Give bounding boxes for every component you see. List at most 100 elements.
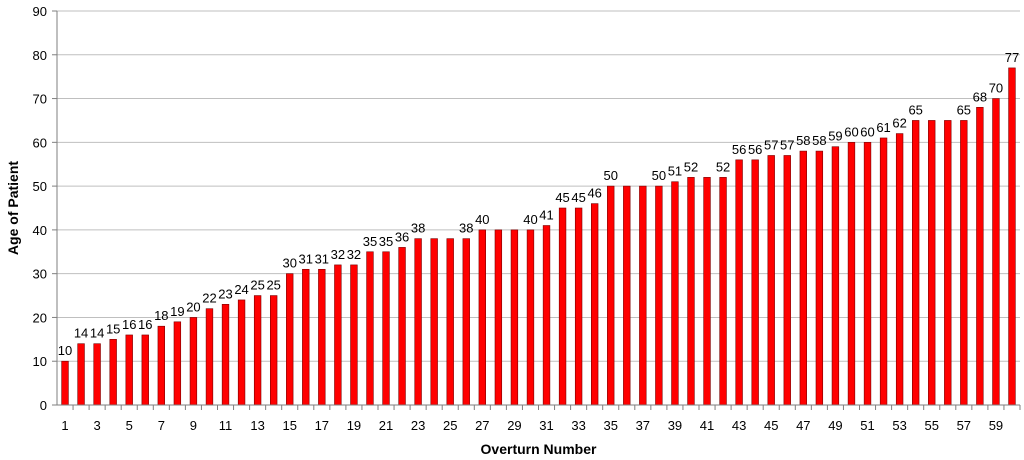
bar xyxy=(269,295,278,406)
data-label: 57 xyxy=(780,137,794,152)
x-tick-label: 3 xyxy=(94,418,101,433)
y-tick-label: 30 xyxy=(33,267,47,282)
data-label: 40 xyxy=(523,212,537,227)
data-label: 35 xyxy=(379,234,393,249)
bar xyxy=(655,185,663,406)
bar xyxy=(205,308,214,406)
data-label: 22 xyxy=(202,291,216,306)
bar xyxy=(61,360,69,406)
bar xyxy=(109,339,117,406)
y-tick-label: 20 xyxy=(33,310,47,325)
data-label: 41 xyxy=(539,208,553,223)
bar xyxy=(237,299,246,406)
bar xyxy=(623,185,631,406)
bar xyxy=(173,321,182,406)
bar xyxy=(607,185,615,406)
y-tick-label: 90 xyxy=(33,4,47,19)
y-tick-label: 10 xyxy=(33,354,47,369)
x-tick-label: 43 xyxy=(732,418,746,433)
data-label: 38 xyxy=(459,221,473,236)
data-label: 25 xyxy=(250,278,264,293)
data-label: 31 xyxy=(299,251,313,266)
bars xyxy=(61,67,1016,406)
x-tick-label: 35 xyxy=(603,418,617,433)
bar xyxy=(960,120,968,406)
x-tick-label: 51 xyxy=(860,418,874,433)
data-label: 46 xyxy=(587,186,601,201)
gridlines xyxy=(57,10,1020,362)
data-label: 61 xyxy=(876,120,890,135)
data-label: 32 xyxy=(347,247,361,262)
bar xyxy=(398,247,406,406)
x-tick-label: 1 xyxy=(61,418,68,433)
x-tick-label: 49 xyxy=(828,418,842,433)
data-label: 20 xyxy=(186,299,200,314)
data-label: 31 xyxy=(315,251,329,266)
data-label: 59 xyxy=(828,129,842,144)
bar xyxy=(157,325,165,406)
x-tick-label: 39 xyxy=(668,418,682,433)
bar xyxy=(414,238,422,406)
bar xyxy=(510,229,519,406)
bar xyxy=(639,185,647,406)
bar xyxy=(350,264,358,406)
data-label: 10 xyxy=(58,343,72,358)
bar xyxy=(462,238,470,406)
bar xyxy=(253,295,262,406)
data-label: 15 xyxy=(106,321,120,336)
x-tick-label: 55 xyxy=(924,418,938,433)
bar xyxy=(93,343,101,406)
bar xyxy=(318,268,326,406)
data-label: 35 xyxy=(363,234,377,249)
bar xyxy=(703,177,711,406)
bar xyxy=(286,273,294,406)
data-label: 58 xyxy=(796,133,810,148)
bar xyxy=(366,251,374,406)
data-label: 68 xyxy=(973,89,987,104)
x-tick-label: 59 xyxy=(989,418,1003,433)
data-label: 56 xyxy=(748,142,762,157)
x-tick-label: 25 xyxy=(443,418,457,433)
bar xyxy=(125,334,133,406)
bar xyxy=(1008,67,1016,406)
data-label: 50 xyxy=(603,168,617,183)
bar xyxy=(189,317,198,406)
bar xyxy=(141,334,149,406)
bar xyxy=(687,177,695,406)
data-label: 16 xyxy=(138,317,152,332)
bar xyxy=(815,150,824,406)
x-tick-label: 41 xyxy=(700,418,714,433)
x-tick-label: 17 xyxy=(315,418,329,433)
bar xyxy=(221,304,230,406)
data-label: 52 xyxy=(716,159,730,174)
data-label: 36 xyxy=(395,229,409,244)
data-label: 77 xyxy=(1005,50,1019,65)
data-label: 14 xyxy=(90,326,104,341)
bar xyxy=(992,98,1000,406)
data-label: 40 xyxy=(475,212,489,227)
data-label: 45 xyxy=(555,190,569,205)
data-label: 70 xyxy=(989,81,1003,96)
y-tick-label: 60 xyxy=(33,135,47,150)
data-label: 18 xyxy=(154,308,168,323)
bar xyxy=(334,264,342,406)
bar xyxy=(847,142,856,406)
x-tick-label: 9 xyxy=(190,418,197,433)
y-tick-label: 80 xyxy=(33,48,47,63)
bar xyxy=(928,120,936,406)
bar xyxy=(558,207,567,406)
x-tick-label: 29 xyxy=(507,418,521,433)
x-tick-label: 31 xyxy=(539,418,553,433)
bar xyxy=(446,238,454,406)
x-tick-label: 57 xyxy=(957,418,971,433)
bar xyxy=(911,120,920,406)
data-label: 60 xyxy=(860,124,874,139)
data-label: 45 xyxy=(571,190,585,205)
bar xyxy=(879,137,888,406)
bar xyxy=(478,229,486,406)
data-label: 51 xyxy=(668,164,682,179)
bar xyxy=(719,177,727,406)
